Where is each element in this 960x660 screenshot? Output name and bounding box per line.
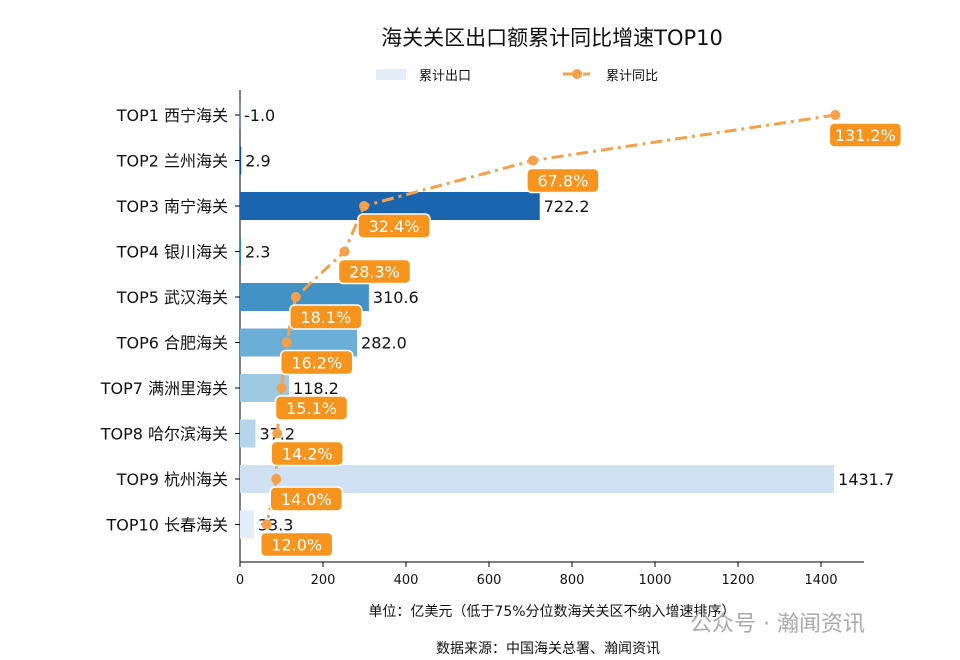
y-tick-label: TOP9 杭州海关 (116, 470, 228, 489)
y-tick-label: TOP7 满洲里海关 (100, 379, 228, 398)
x-tick-label: 0 (236, 573, 244, 588)
line-value-label: 15.1% (286, 399, 337, 418)
bar (239, 101, 241, 129)
y-tick-label: TOP1 西宁海关 (116, 106, 228, 125)
x-tick-label: 200 (311, 573, 336, 588)
line-point (527, 155, 538, 166)
line-value-box (279, 349, 354, 376)
line-value-box (274, 395, 349, 421)
line-value-label: 28.3% (349, 263, 400, 282)
line-value-box (337, 258, 412, 285)
line-point (272, 428, 283, 439)
line-value-label: 14.0% (281, 490, 332, 509)
x-tick-label: 400 (394, 573, 419, 588)
line-point (261, 519, 272, 530)
y-tick-label: TOP8 哈尔滨海关 (100, 425, 228, 444)
x-tick-label: 1400 (804, 573, 837, 588)
line-value-box (526, 167, 600, 194)
x-tick-label: 800 (560, 573, 585, 588)
bar-value-label: -1.0 (244, 106, 275, 125)
line-value-label: 14.2% (282, 445, 333, 464)
bar-value-label: 2.9 (245, 152, 270, 171)
bar (240, 510, 254, 539)
bar-value-label: 2.3 (245, 243, 270, 262)
x-tick-label: 1000 (638, 573, 671, 588)
line-point (290, 292, 301, 302)
line-value-box (828, 122, 903, 148)
y-tick-label: TOP10 长春海关 (106, 516, 228, 535)
line-point (830, 110, 841, 120)
source-note: 数据来源：中国海关总署、瀚闻资讯 (436, 641, 660, 657)
line-value-label: 67.8% (537, 172, 588, 191)
line-point (276, 383, 287, 393)
watermark: 公众号 · 瀚闻资讯 (690, 612, 865, 637)
bar-value-label: 722.2 (544, 197, 590, 216)
x-axis-label: 单位：亿美元（低于75%分位数海关关区不纳入增速排序） (368, 604, 735, 620)
legend-label-line: 累计同比 (606, 69, 658, 84)
line-value-box (357, 213, 431, 239)
line-value-box (270, 440, 344, 467)
line-value-box (269, 486, 344, 512)
line-value-box (289, 304, 363, 330)
x-tick-label: 1200 (721, 573, 754, 588)
bar (240, 419, 256, 448)
line-point (281, 337, 292, 348)
line-point (271, 474, 282, 484)
bar-value-label: 118.2 (293, 379, 339, 398)
legend-label-bar: 累计出口 (419, 69, 471, 84)
y-tick-label: TOP6 合肥海关 (116, 334, 228, 353)
bar (240, 146, 242, 175)
line-point (359, 201, 370, 211)
bar-value-label: 282.0 (361, 334, 407, 353)
y-tick-label: TOP3 南宁海关 (116, 197, 228, 216)
chart-title: 海关关区出口额累计同比增速TOP10 (381, 26, 723, 50)
bar-value-label: 1431.7 (838, 470, 894, 489)
x-tick-label: 600 (477, 573, 502, 588)
y-tick-label: TOP2 兰州海关 (116, 152, 228, 171)
line-value-label: 12.0% (271, 536, 322, 555)
legend-swatch-bar (376, 69, 406, 80)
line-value-label: 18.1% (300, 308, 351, 327)
line-value-label: 131.2% (835, 126, 896, 145)
line-value-label: 16.2% (291, 354, 342, 373)
line-point (339, 246, 350, 257)
bar-value-label: 310.6 (373, 288, 419, 307)
bar (240, 237, 241, 266)
y-tick-label: TOP5 武汉海关 (116, 288, 228, 307)
y-tick-label: TOP4 银川海关 (116, 243, 228, 262)
line-value-box (259, 531, 334, 558)
line-value-label: 32.4% (369, 217, 420, 236)
legend-marker (572, 69, 582, 79)
